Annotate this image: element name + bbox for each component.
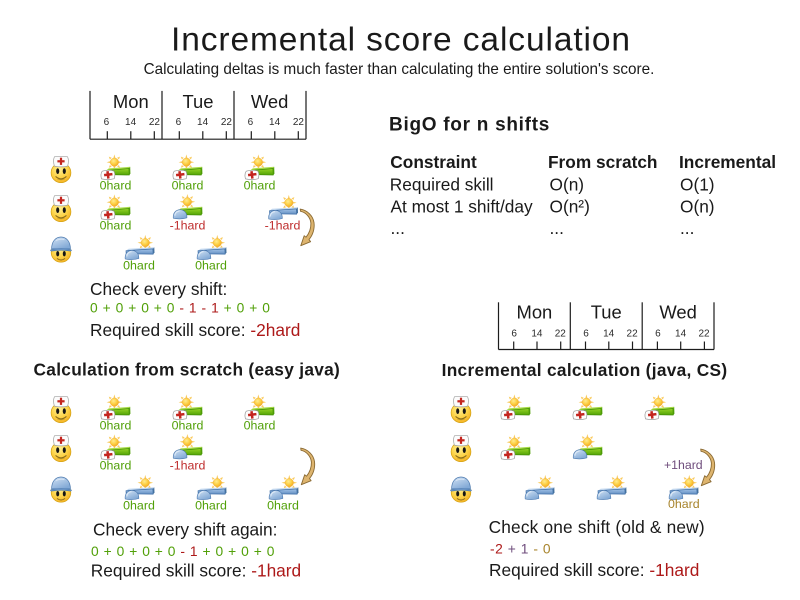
svg-text:6: 6 [248, 117, 254, 128]
svg-text:O(n²): O(n²) [550, 197, 590, 217]
svg-text:Check one shift (old & new): Check one shift (old & new) [489, 517, 705, 537]
svg-text:6: 6 [104, 117, 110, 128]
svg-text:22: 22 [221, 117, 233, 128]
svg-text:-1hard: -1hard [170, 458, 206, 472]
svg-text:14: 14 [197, 117, 209, 128]
svg-text:...: ... [391, 218, 405, 238]
svg-text:22: 22 [555, 329, 567, 340]
svg-text:0 + 0 + 0 + 0 - 1 - 1 + 0 + 0: 0 + 0 + 0 + 0 - 1 - 1 + 0 + 0 [90, 301, 271, 316]
svg-text:14: 14 [125, 117, 137, 128]
svg-text:Wed: Wed [659, 302, 696, 323]
svg-text:At most 1 shift/day: At most 1 shift/day [391, 197, 534, 217]
svg-text:0hard: 0hard [244, 178, 276, 192]
svg-text:6: 6 [176, 117, 182, 128]
svg-text:Constraint: Constraint [390, 152, 477, 172]
svg-text:BigO for n shifts: BigO for n shifts [389, 115, 550, 136]
svg-text:0hard: 0hard [195, 259, 227, 273]
svg-text:From scratch: From scratch [548, 152, 658, 172]
svg-text:Required skill score: -1hard: Required skill score: -1hard [489, 560, 699, 580]
svg-text:14: 14 [531, 329, 543, 340]
svg-text:O(n): O(n) [550, 175, 585, 195]
svg-text:Tue: Tue [591, 302, 622, 323]
svg-text:0hard: 0hard [100, 178, 132, 192]
svg-text:0hard: 0hard [100, 418, 132, 432]
svg-text:22: 22 [627, 329, 639, 340]
svg-text:0hard: 0hard [100, 218, 132, 232]
svg-text:Required skill score: -2hard: Required skill score: -2hard [90, 320, 300, 340]
svg-text:+1hard: +1hard [664, 458, 703, 472]
svg-text:14: 14 [675, 329, 687, 340]
svg-text:-2 + 1 - 0: -2 + 1 - 0 [490, 542, 551, 557]
svg-text:O(1): O(1) [680, 175, 715, 195]
svg-text:0hard: 0hard [172, 418, 204, 432]
svg-text:Mon: Mon [517, 302, 553, 323]
svg-text:0hard: 0hard [123, 498, 155, 512]
svg-text:Incremental: Incremental [679, 152, 776, 172]
svg-text:0hard: 0hard [244, 418, 276, 432]
svg-text:6: 6 [583, 329, 589, 340]
svg-text:Incremental score calculation: Incremental score calculation [171, 22, 631, 59]
svg-text:Mon: Mon [113, 91, 149, 112]
svg-text:Calculating deltas is much fas: Calculating deltas is much faster than c… [144, 61, 655, 78]
svg-text:14: 14 [603, 329, 615, 340]
svg-text:Wed: Wed [251, 91, 288, 112]
svg-text:0 + 0 + 0 + 0 - 1 + 0 + 0 + 0: 0 + 0 + 0 + 0 - 1 + 0 + 0 + 0 [91, 544, 275, 559]
svg-text:6: 6 [511, 329, 517, 340]
svg-text:Required skill: Required skill [390, 175, 494, 195]
svg-text:0hard: 0hard [195, 498, 227, 512]
svg-text:22: 22 [149, 117, 161, 128]
svg-text:Check every shift again:: Check every shift again: [93, 520, 277, 540]
svg-text:Tue: Tue [182, 91, 213, 112]
svg-text:0hard: 0hard [668, 497, 700, 511]
svg-text:0hard: 0hard [267, 498, 299, 512]
svg-text:22: 22 [698, 329, 710, 340]
svg-text:6: 6 [655, 329, 661, 340]
svg-text:0hard: 0hard [100, 458, 132, 472]
svg-text:0hard: 0hard [172, 178, 204, 192]
svg-text:14: 14 [269, 117, 281, 128]
svg-text:...: ... [680, 218, 694, 238]
svg-text:-1hard: -1hard [265, 218, 301, 232]
svg-text:-1hard: -1hard [170, 218, 206, 232]
svg-text:...: ... [550, 218, 564, 238]
svg-text:0hard: 0hard [123, 259, 155, 273]
svg-text:Check every shift:: Check every shift: [90, 279, 227, 299]
svg-text:O(n): O(n) [680, 197, 715, 217]
svg-text:Calculation from scratch (easy: Calculation from scratch (easy java) [34, 359, 341, 379]
svg-text:22: 22 [293, 117, 305, 128]
svg-text:Incremental calculation (java,: Incremental calculation (java, CS) [442, 360, 728, 380]
svg-text:Required skill score: -1hard: Required skill score: -1hard [91, 561, 301, 581]
